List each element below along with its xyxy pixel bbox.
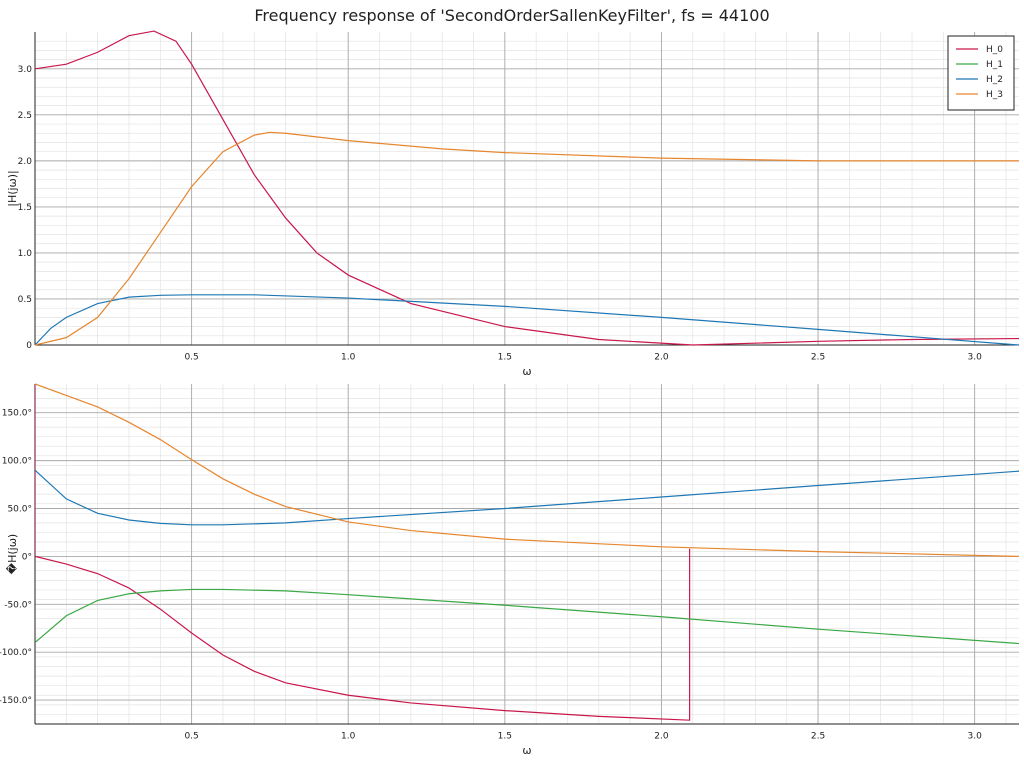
legend-label: H_0: [986, 45, 1003, 55]
legend-label: H_3: [986, 90, 1003, 100]
x-axis-label: ω: [522, 365, 531, 378]
x-tick-label: 1.5: [498, 353, 512, 363]
x-tick-label: 3.0: [967, 353, 982, 363]
series-line-h_2: [35, 294, 1019, 346]
series-line-h_0: [35, 30, 1019, 346]
x-tick-label: 2.0: [654, 353, 669, 363]
x-tick-label: 0.5: [184, 732, 198, 742]
y-tick-label: 0: [26, 341, 32, 351]
y-tick-label: 100.0°: [2, 457, 32, 467]
x-tick-label: 0.5: [184, 353, 198, 363]
y-tick-label: -50.0°: [4, 600, 32, 610]
y-tick-label: 2.0: [18, 157, 33, 167]
y-axis-label: �H(jω): [6, 534, 19, 574]
y-tick-label: 2.5: [18, 111, 32, 121]
y-tick-label: 1.0: [18, 249, 33, 259]
y-axis-label: |H(jω)|: [6, 170, 19, 207]
chart-title: Frequency response of 'SecondOrderSallen…: [254, 6, 770, 25]
y-tick-label: 0.5: [18, 295, 32, 305]
y-tick-label: -150.0°: [0, 696, 32, 706]
legend-label: H_1: [986, 60, 1003, 70]
series-line-h_1: [35, 588, 1019, 645]
x-tick-label: 2.0: [654, 732, 669, 742]
x-tick-label: 1.0: [341, 353, 356, 363]
legend-box: [947, 35, 1015, 111]
x-axis-label: ω: [522, 744, 531, 757]
y-tick-label: 50.0°: [7, 505, 32, 515]
y-tick-label: 3.0: [18, 65, 33, 75]
x-tick-label: 1.0: [341, 732, 356, 742]
panel-phase: 0.5 1.0 1.5 2.0 2.5 3.0 -150.0° -100.0° -50.0° 0°…: [0, 383, 1019, 757]
y-tick-label: 0°: [22, 552, 32, 562]
legend-label: H_2: [986, 75, 1003, 85]
x-tick-label: 2.5: [811, 732, 825, 742]
series-line-h_2: [35, 469, 1019, 526]
series-line-h_3: [35, 383, 1019, 557]
panel-magnitude: 0.5 1.0 1.5 2.0 2.5 3.0 0 0.5 1.0 1.5 2.0 2.5 3.0 ω |H…: [6, 30, 1019, 378]
y-tick-label: -100.0°: [0, 648, 32, 658]
legend: H_0 H_1 H_2 H_3: [947, 35, 1015, 111]
y-tick-label: 150.0°: [2, 409, 32, 419]
series-line-h_0: [35, 383, 691, 721]
x-tick-label: 3.0: [967, 732, 982, 742]
y-tick-label: 1.5: [18, 203, 32, 213]
x-tick-label: 2.5: [811, 353, 825, 363]
x-tick-label: 1.5: [498, 732, 512, 742]
series-line-h_3: [35, 131, 1019, 346]
